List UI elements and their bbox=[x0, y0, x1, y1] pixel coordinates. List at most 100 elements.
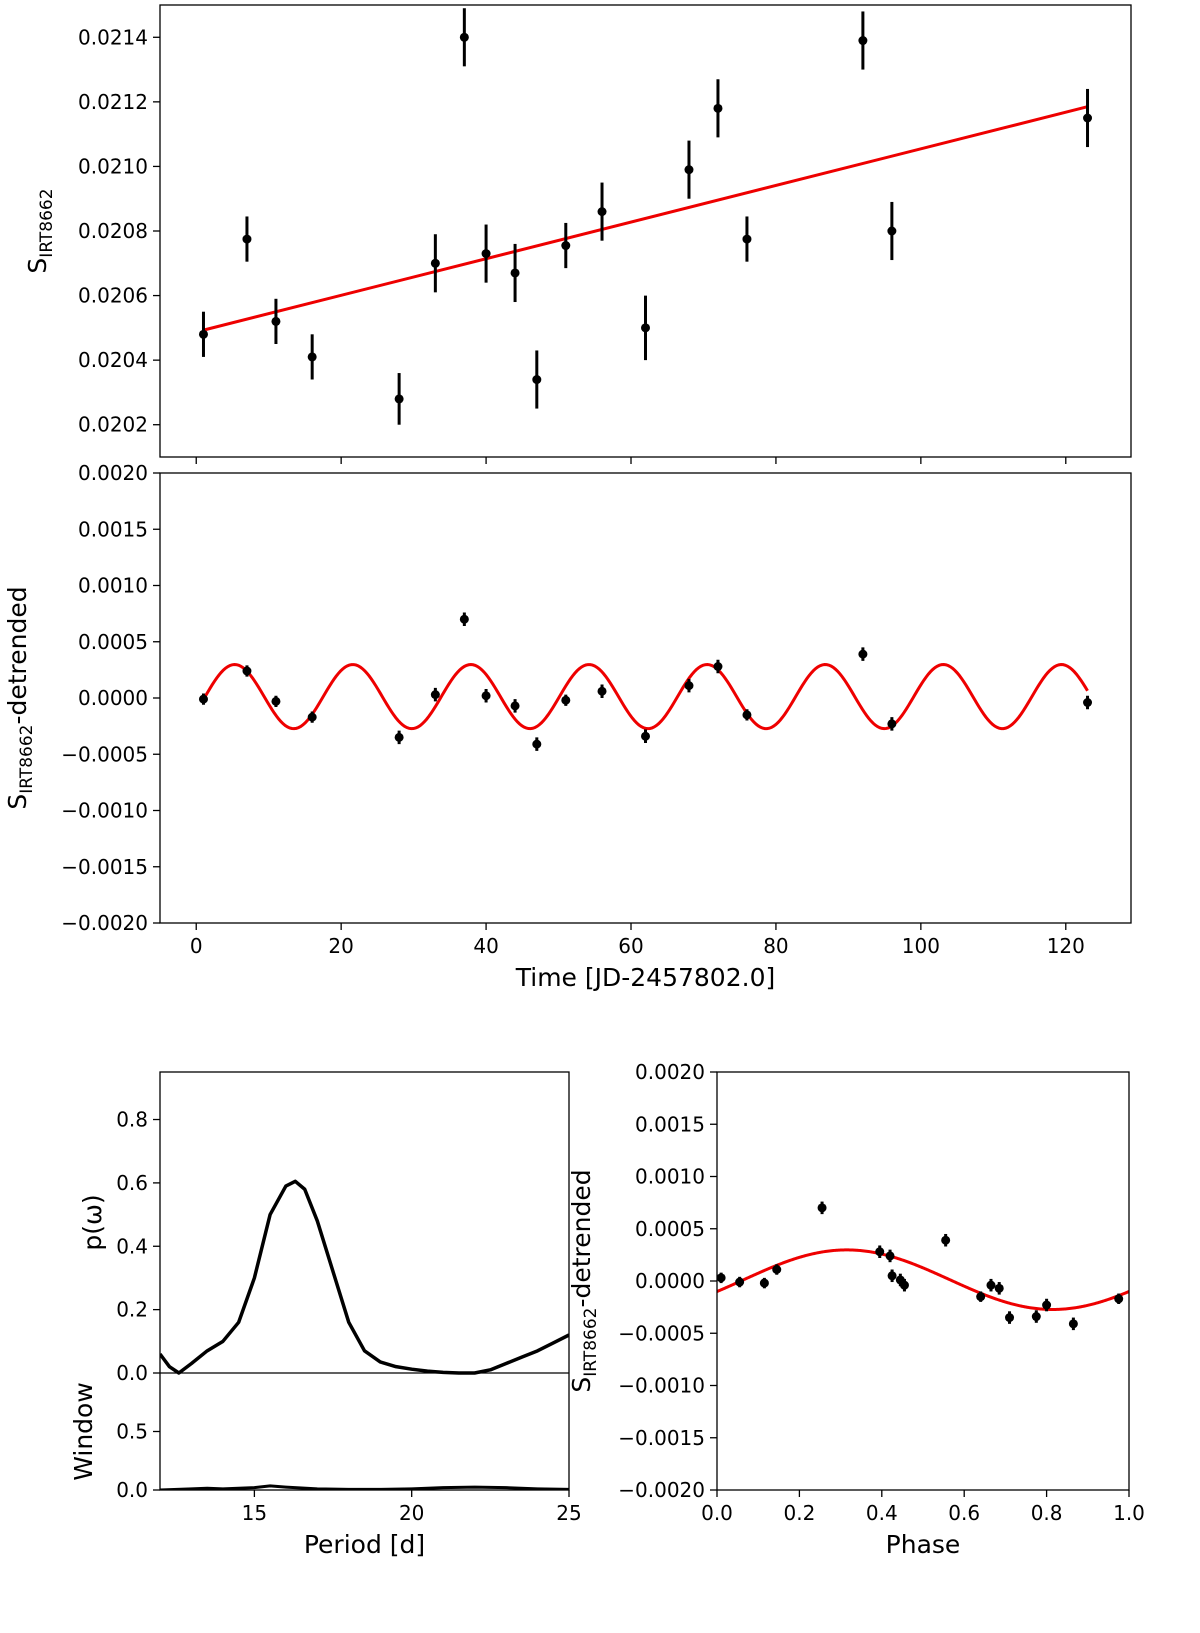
detrended-point bbox=[561, 695, 571, 705]
detrended-point bbox=[597, 686, 607, 696]
detrended-xtick-label: 60 bbox=[618, 934, 643, 958]
detrended-point bbox=[430, 690, 440, 700]
phase-xtick-label: 0.0 bbox=[701, 1501, 733, 1525]
detrended-xtick-label: 100 bbox=[902, 934, 940, 958]
phase-point bbox=[885, 1251, 895, 1261]
phase-ylabel-tail: -detrended bbox=[567, 1169, 596, 1307]
periodogram-xlabel: Period [d] bbox=[304, 1530, 425, 1559]
phase-point bbox=[716, 1273, 726, 1283]
raw-ylabel: SIRT8662 bbox=[23, 188, 57, 273]
raw-ytick-label: 0.0214 bbox=[78, 25, 148, 49]
detrended-model-line bbox=[202, 663, 1089, 731]
detrended-point bbox=[510, 701, 520, 711]
detrended-ytick-label: 0.0000 bbox=[78, 686, 148, 710]
detrended-xtick-label: 80 bbox=[763, 934, 788, 958]
detrended-point bbox=[307, 712, 317, 722]
raw-point bbox=[742, 234, 752, 244]
detrended-ytick-label: −0.0010 bbox=[61, 799, 148, 823]
raw-point bbox=[242, 234, 252, 244]
raw-point bbox=[858, 36, 868, 46]
phase-ylabel-subscript: IRT8662 bbox=[581, 1308, 601, 1377]
detrended-point bbox=[713, 662, 723, 671]
phase-ytick-label: 0.0010 bbox=[635, 1165, 705, 1189]
raw-ytick-label: 0.0206 bbox=[78, 284, 148, 308]
raw-ytick-label: 0.0208 bbox=[78, 219, 148, 243]
raw-point bbox=[532, 375, 542, 385]
detrended-point bbox=[271, 696, 281, 706]
window-ylabel: Window bbox=[69, 1382, 98, 1481]
raw-point bbox=[198, 329, 208, 339]
phase-xtick-label: 0.2 bbox=[783, 1501, 815, 1525]
detrended-xtick-label: 40 bbox=[473, 934, 498, 958]
detrended-xtick-label: 20 bbox=[328, 934, 353, 958]
detrended-light-curve-panel: −0.0020 −0.0015 −0.0010 −0.0005 0.0000 0.0005… bbox=[3, 461, 1132, 992]
detrended-point bbox=[641, 731, 650, 741]
phase-point bbox=[1042, 1300, 1052, 1310]
raw-point bbox=[887, 226, 897, 236]
detrended-point bbox=[459, 614, 469, 624]
phase-point bbox=[1068, 1319, 1078, 1329]
raw-ytick-label: 0.0204 bbox=[78, 348, 148, 372]
detrended-point bbox=[684, 681, 694, 691]
phase-point bbox=[817, 1203, 827, 1213]
phase-ytick-label: 0.0000 bbox=[635, 1269, 705, 1293]
raw-point bbox=[713, 103, 723, 113]
periodogram-power-line bbox=[160, 1179, 569, 1375]
detrended-point bbox=[887, 719, 897, 729]
phase-point bbox=[735, 1277, 745, 1287]
raw-point bbox=[430, 258, 440, 268]
detrended-point bbox=[742, 710, 752, 720]
detrended-ytick-label: −0.0020 bbox=[61, 911, 148, 935]
raw-point bbox=[271, 316, 281, 326]
raw-ylabel-subscript: IRT8662 bbox=[37, 188, 57, 257]
phase-point bbox=[759, 1278, 769, 1288]
periodogram-xtick-label: 15 bbox=[242, 1501, 267, 1525]
raw-point bbox=[1083, 113, 1093, 123]
detrended-point bbox=[198, 694, 208, 704]
periodogram-ylabel: p(ω) bbox=[78, 1194, 107, 1250]
phase-xtick-label: 0.8 bbox=[1031, 1501, 1063, 1525]
detrended-point bbox=[532, 739, 542, 749]
phase-xtick-label: 0.4 bbox=[866, 1501, 898, 1525]
periodogram-ytick-label: 0.0 bbox=[116, 1361, 148, 1385]
detrended-ylabel-subscript: IRT8662 bbox=[17, 725, 37, 794]
periodogram-panel: 0.0 0.2 0.4 0.6 0.8 0.0 0.5 15 20 25 Period [d] p(ω… bbox=[69, 1071, 582, 1559]
phase-point bbox=[1114, 1294, 1124, 1304]
raw-point bbox=[394, 394, 404, 404]
periodogram-ytick-label: 0.8 bbox=[116, 1108, 148, 1132]
detrended-ytick-label: 0.0005 bbox=[78, 630, 148, 654]
phase-point bbox=[899, 1280, 909, 1290]
phase-ylabel: SIRT8662-detrended bbox=[567, 1169, 601, 1392]
detrended-xtick-label: 120 bbox=[1047, 934, 1085, 958]
phase-ytick-label: −0.0015 bbox=[618, 1426, 705, 1450]
raw-ytick-label: 0.0202 bbox=[78, 413, 148, 437]
raw-point bbox=[307, 352, 317, 362]
phase-xlabel: Phase bbox=[886, 1530, 961, 1559]
phase-point bbox=[941, 1235, 951, 1245]
raw-point bbox=[481, 249, 491, 259]
detrended-ytick-label: −0.0015 bbox=[61, 855, 148, 879]
periodogram-ytick-label: 0.6 bbox=[116, 1171, 148, 1195]
periodogram-ytick-label: 0.4 bbox=[116, 1234, 148, 1258]
phase-ytick-label: −0.0010 bbox=[618, 1374, 705, 1398]
raw-model-line bbox=[203, 105, 1088, 332]
detrended-point bbox=[481, 691, 491, 701]
window-ytick-label: 0.0 bbox=[116, 1478, 148, 1502]
phase-ytick-label: −0.0005 bbox=[618, 1321, 705, 1345]
phase-point bbox=[976, 1292, 986, 1302]
phase-model-line bbox=[716, 1248, 1130, 1311]
raw-point bbox=[510, 268, 520, 278]
detrended-ytick-label: 0.0015 bbox=[78, 517, 148, 541]
raw-ytick-label: 0.0210 bbox=[78, 154, 148, 178]
window-ytick-label: 0.5 bbox=[116, 1420, 148, 1444]
detrended-point bbox=[1083, 698, 1093, 707]
phase-point bbox=[772, 1265, 782, 1275]
detrended-xtick-label: 0 bbox=[190, 934, 203, 958]
detrended-point bbox=[394, 732, 404, 742]
detrended-ytick-label: −0.0005 bbox=[61, 742, 148, 766]
raw-light-curve-panel: 0.0202 0.0204 0.0206 0.0208 0.0210 0.0212 0.02… bbox=[23, 4, 1132, 464]
raw-point bbox=[561, 241, 571, 251]
phase-xtick-label: 1.0 bbox=[1113, 1501, 1145, 1525]
